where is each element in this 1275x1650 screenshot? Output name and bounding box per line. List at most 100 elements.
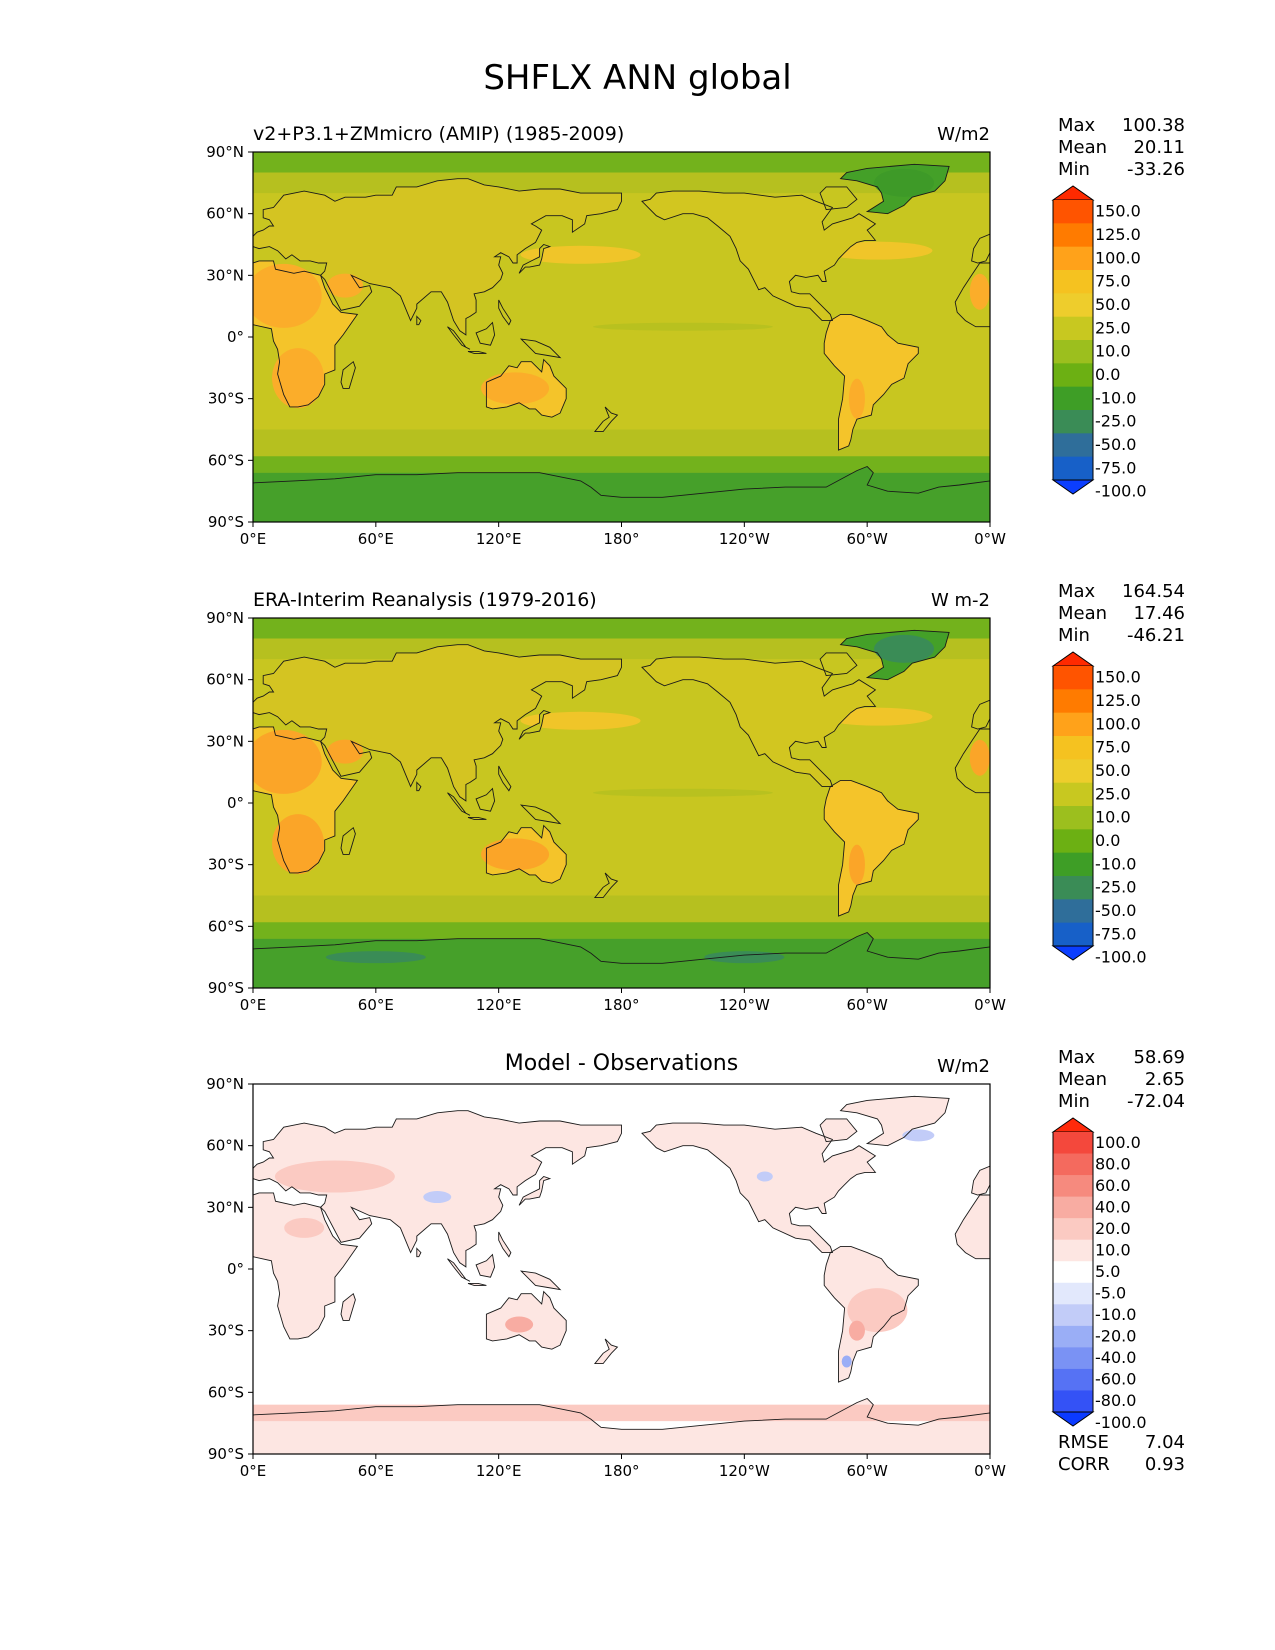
colorbar-swatch: [1053, 456, 1093, 481]
colorbar-swatch: [1053, 1261, 1093, 1284]
colorbar-swatch: [1053, 899, 1093, 924]
colorbar-level-label: -60.0: [1095, 1370, 1136, 1389]
stat-value-min: -33.26: [1126, 159, 1185, 180]
colorbar-swatch: [1053, 1218, 1093, 1241]
colorbar-swatch: [1053, 712, 1093, 737]
colorbar-level-label: -80.0: [1095, 1391, 1136, 1410]
colorbar-swatch: [1053, 852, 1093, 877]
y-tick-label: 30°N: [206, 732, 244, 750]
colorbar-swatch: [1053, 246, 1093, 271]
colorbar-swatch: [1053, 1196, 1093, 1219]
stat-label-min: Min: [1058, 1091, 1090, 1112]
y-tick-label: 30°S: [208, 856, 244, 874]
x-tick-label: 60°W: [846, 530, 888, 548]
colorbar-swatch: [1053, 316, 1093, 341]
y-tick-label: 60°N: [206, 671, 244, 689]
y-tick-label: 60°N: [206, 205, 244, 223]
colorbar-level-label: 25.0: [1095, 784, 1131, 803]
colorbar-swatch: [1053, 782, 1093, 807]
colorbar-swatch: [1053, 270, 1093, 294]
colorbar-level-label: 10.0: [1095, 1240, 1131, 1259]
colorbar-extend-min: [1051, 1411, 1095, 1427]
y-tick-label: 90°N: [206, 143, 244, 161]
colorbar-extend-min: [1051, 945, 1095, 961]
metric-value-rmse: 7.04: [1144, 1432, 1185, 1453]
map-field-2: [253, 1084, 990, 1454]
colorbar-level-label: 75.0: [1095, 272, 1131, 291]
colorbar-extend-max: [1051, 651, 1095, 667]
colorbar-swatch: [1053, 759, 1093, 784]
colorbar-swatch: [1053, 1175, 1093, 1198]
colorbar-swatch: [1053, 223, 1093, 248]
colorbar-level-label: 125.0: [1095, 225, 1141, 244]
stat-value-mean: 17.46: [1133, 603, 1185, 624]
colorbar-swatch: [1053, 1239, 1093, 1262]
colorbar-level-label: 100.0: [1095, 248, 1141, 267]
metric-value-corr: 0.93: [1144, 1454, 1185, 1475]
map-field-1: [253, 618, 990, 988]
x-tick-label: 60°E: [358, 530, 394, 548]
y-tick-label: 60°S: [208, 917, 244, 935]
colorbar-level-label: -100.0: [1095, 948, 1147, 967]
y-tick-label: 30°S: [208, 1322, 244, 1340]
colorbar-swatch: [1053, 876, 1093, 900]
y-tick-label: 60°S: [208, 1383, 244, 1401]
map-panel-0: 0°E 60°E 120°E 180° 120°W 60°W 0°W 90°N 60°N 30°N…: [206, 143, 1147, 548]
colorbar-level-label: -75.0: [1095, 924, 1136, 943]
stat-value-max: 58.69: [1133, 1047, 1185, 1068]
units-label: W/m2: [937, 1056, 990, 1077]
colorbar-swatch: [1053, 1153, 1093, 1176]
colorbar-level-label: -20.0: [1095, 1327, 1136, 1346]
x-tick-label: 120°E: [476, 996, 522, 1014]
y-tick-label: 90°N: [206, 609, 244, 627]
colorbar-extend-min: [1051, 479, 1095, 495]
x-tick-label: 120°W: [719, 530, 770, 548]
y-tick-label: 90°S: [208, 1445, 244, 1463]
units-label: W/m2: [937, 124, 990, 145]
colorbar-swatch: [1053, 666, 1093, 690]
colorbar-swatch: [1053, 736, 1093, 760]
y-tick-label: 90°N: [206, 1075, 244, 1093]
y-tick-label: 90°S: [208, 979, 244, 997]
colorbar-level-label: -10.0: [1095, 854, 1136, 873]
map-field-0: [253, 152, 990, 522]
colorbar-level-label: 50.0: [1095, 761, 1131, 780]
colorbar-level-label: -25.0: [1095, 412, 1136, 431]
x-tick-label: 120°W: [719, 996, 770, 1014]
x-tick-label: 180°: [603, 1462, 639, 1480]
x-tick-label: 180°: [603, 530, 639, 548]
stat-value-mean: 2.65: [1144, 1069, 1185, 1090]
x-tick-label: 0°W: [974, 530, 1006, 548]
colorbar-swatch: [1053, 293, 1093, 318]
x-tick-label: 180°: [603, 996, 639, 1014]
x-tick-label: 60°W: [846, 1462, 888, 1480]
metric-label-corr: CORR: [1058, 1454, 1110, 1475]
colorbar-level-label: 150.0: [1095, 668, 1141, 687]
stat-label-mean: Mean: [1058, 1069, 1108, 1090]
colorbar-level-label: 25.0: [1095, 318, 1131, 337]
x-tick-label: 60°E: [358, 996, 394, 1014]
colorbar-swatch: [1053, 363, 1093, 388]
x-tick-label: 60°E: [358, 1462, 394, 1480]
panel-title-2: Model - Observations: [504, 1051, 739, 1076]
colorbar-swatch: [1053, 1390, 1093, 1413]
colorbar-level-label: 150.0: [1095, 202, 1141, 221]
colorbar-level-label: -100.0: [1095, 482, 1147, 501]
colorbar-extend-max: [1051, 185, 1095, 201]
y-tick-label: 0°: [227, 1260, 244, 1278]
colorbar-swatch: [1053, 922, 1093, 947]
colorbar-swatch: [1053, 386, 1093, 411]
colorbar-level-label: -50.0: [1095, 901, 1136, 920]
metric-label-rmse: RMSE: [1058, 1432, 1109, 1453]
colorbar-swatch: [1053, 1325, 1093, 1348]
colorbar-level-label: 10.0: [1095, 808, 1131, 827]
map-panel-1: 0°E 60°E 120°E 180° 120°W 60°W 0°W 90°N 60°N 30°N…: [206, 609, 1147, 1014]
colorbar-level-label: 75.0: [1095, 738, 1131, 757]
stat-value-max: 164.54: [1122, 581, 1185, 602]
colorbar-level-label: 125.0: [1095, 691, 1141, 710]
colorbar-level-label: -25.0: [1095, 878, 1136, 897]
colorbar-level-label: 20.0: [1095, 1219, 1131, 1238]
colorbar-swatch: [1053, 1282, 1093, 1305]
y-tick-label: 90°S: [208, 513, 244, 531]
colorbar-level-label: -100.0: [1095, 1413, 1147, 1432]
